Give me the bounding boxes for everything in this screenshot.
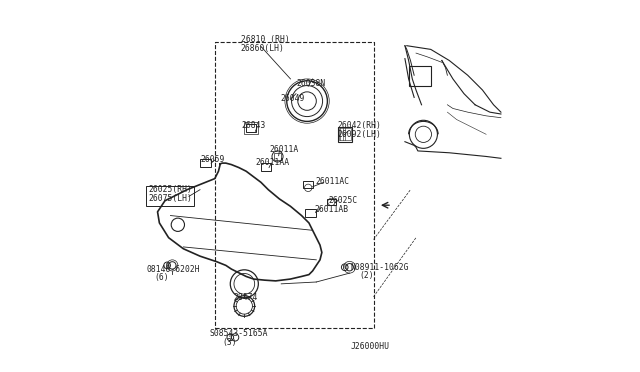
Bar [244,122,259,134]
Text: N: N [343,265,346,270]
Text: 26038N: 26038N [296,79,325,88]
Bar [305,209,316,217]
Bar [146,186,194,206]
Bar [200,159,211,167]
Text: 26011AC: 26011AC [316,177,349,186]
Text: 26092(LH): 26092(LH) [338,130,381,139]
Text: (2): (2) [360,271,374,280]
Text: J26000HU: J26000HU [350,342,389,351]
Text: S: S [228,335,232,340]
Text: 26059: 26059 [200,155,225,164]
Text: 26860(LH): 26860(LH) [241,44,285,53]
Bar [274,153,281,160]
Bar [261,163,271,171]
Bar [215,42,374,328]
Text: (6): (6) [155,273,169,282]
Text: 26011AB: 26011AB [314,205,348,214]
Bar [339,128,351,140]
Bar [408,66,431,86]
Text: 26025C: 26025C [328,196,357,205]
Text: 26075(LH): 26075(LH) [148,195,192,203]
Text: (3): (3) [222,338,237,347]
Text: N08911-1062G: N08911-1062G [350,263,409,272]
Text: 26011AA: 26011AA [255,158,289,167]
Bar [328,199,335,205]
Text: B: B [166,263,169,268]
Text: 26025(RH): 26025(RH) [148,185,192,194]
Text: 08146-6202H: 08146-6202H [147,264,200,273]
Bar [303,181,312,188]
Text: 26011A: 26011A [269,145,298,154]
Text: 26810 (RH): 26810 (RH) [241,35,289,44]
Text: S08543-5165A: S08543-5165A [209,329,268,338]
Text: 26042(RH): 26042(RH) [338,121,381,129]
Text: 26049: 26049 [280,94,305,103]
Text: 26843: 26843 [242,121,266,130]
Text: 28474: 28474 [233,293,258,302]
Bar [338,127,353,142]
Bar [246,124,257,132]
